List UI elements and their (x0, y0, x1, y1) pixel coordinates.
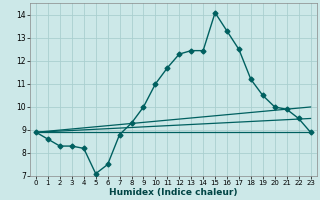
X-axis label: Humidex (Indice chaleur): Humidex (Indice chaleur) (109, 188, 237, 197)
